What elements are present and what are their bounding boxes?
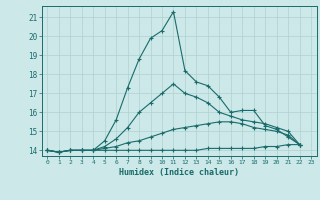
X-axis label: Humidex (Indice chaleur): Humidex (Indice chaleur): [119, 168, 239, 177]
